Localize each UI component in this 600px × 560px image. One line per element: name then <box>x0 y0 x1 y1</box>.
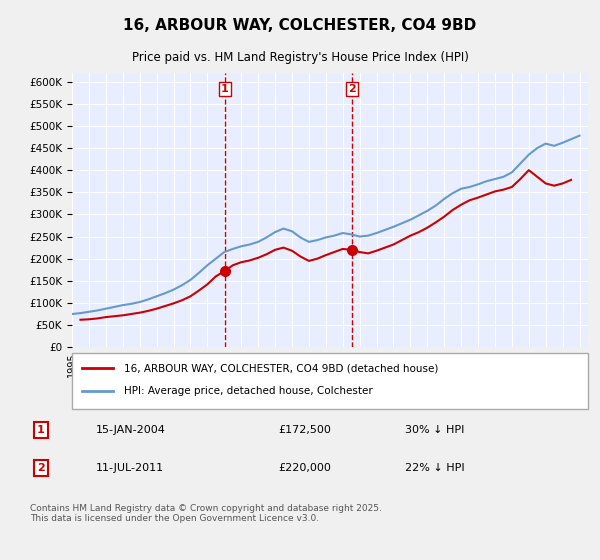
Text: 2: 2 <box>37 463 45 473</box>
Text: 1: 1 <box>37 424 45 435</box>
Text: HPI: Average price, detached house, Colchester: HPI: Average price, detached house, Colc… <box>124 386 373 396</box>
Text: 16, ARBOUR WAY, COLCHESTER, CO4 9BD: 16, ARBOUR WAY, COLCHESTER, CO4 9BD <box>124 18 476 33</box>
Text: £172,500: £172,500 <box>278 424 331 435</box>
Text: 22% ↓ HPI: 22% ↓ HPI <box>406 463 465 473</box>
FancyBboxPatch shape <box>72 353 588 409</box>
Text: 15-JAN-2004: 15-JAN-2004 <box>96 424 166 435</box>
Text: 16, ARBOUR WAY, COLCHESTER, CO4 9BD (detached house): 16, ARBOUR WAY, COLCHESTER, CO4 9BD (det… <box>124 363 438 374</box>
Text: Price paid vs. HM Land Registry's House Price Index (HPI): Price paid vs. HM Land Registry's House … <box>131 51 469 64</box>
Text: £220,000: £220,000 <box>278 463 331 473</box>
Text: 30% ↓ HPI: 30% ↓ HPI <box>406 424 465 435</box>
Text: Contains HM Land Registry data © Crown copyright and database right 2025.
This d: Contains HM Land Registry data © Crown c… <box>30 504 382 524</box>
Text: 1: 1 <box>221 84 229 94</box>
Text: 11-JUL-2011: 11-JUL-2011 <box>96 463 164 473</box>
Text: 2: 2 <box>348 84 356 94</box>
